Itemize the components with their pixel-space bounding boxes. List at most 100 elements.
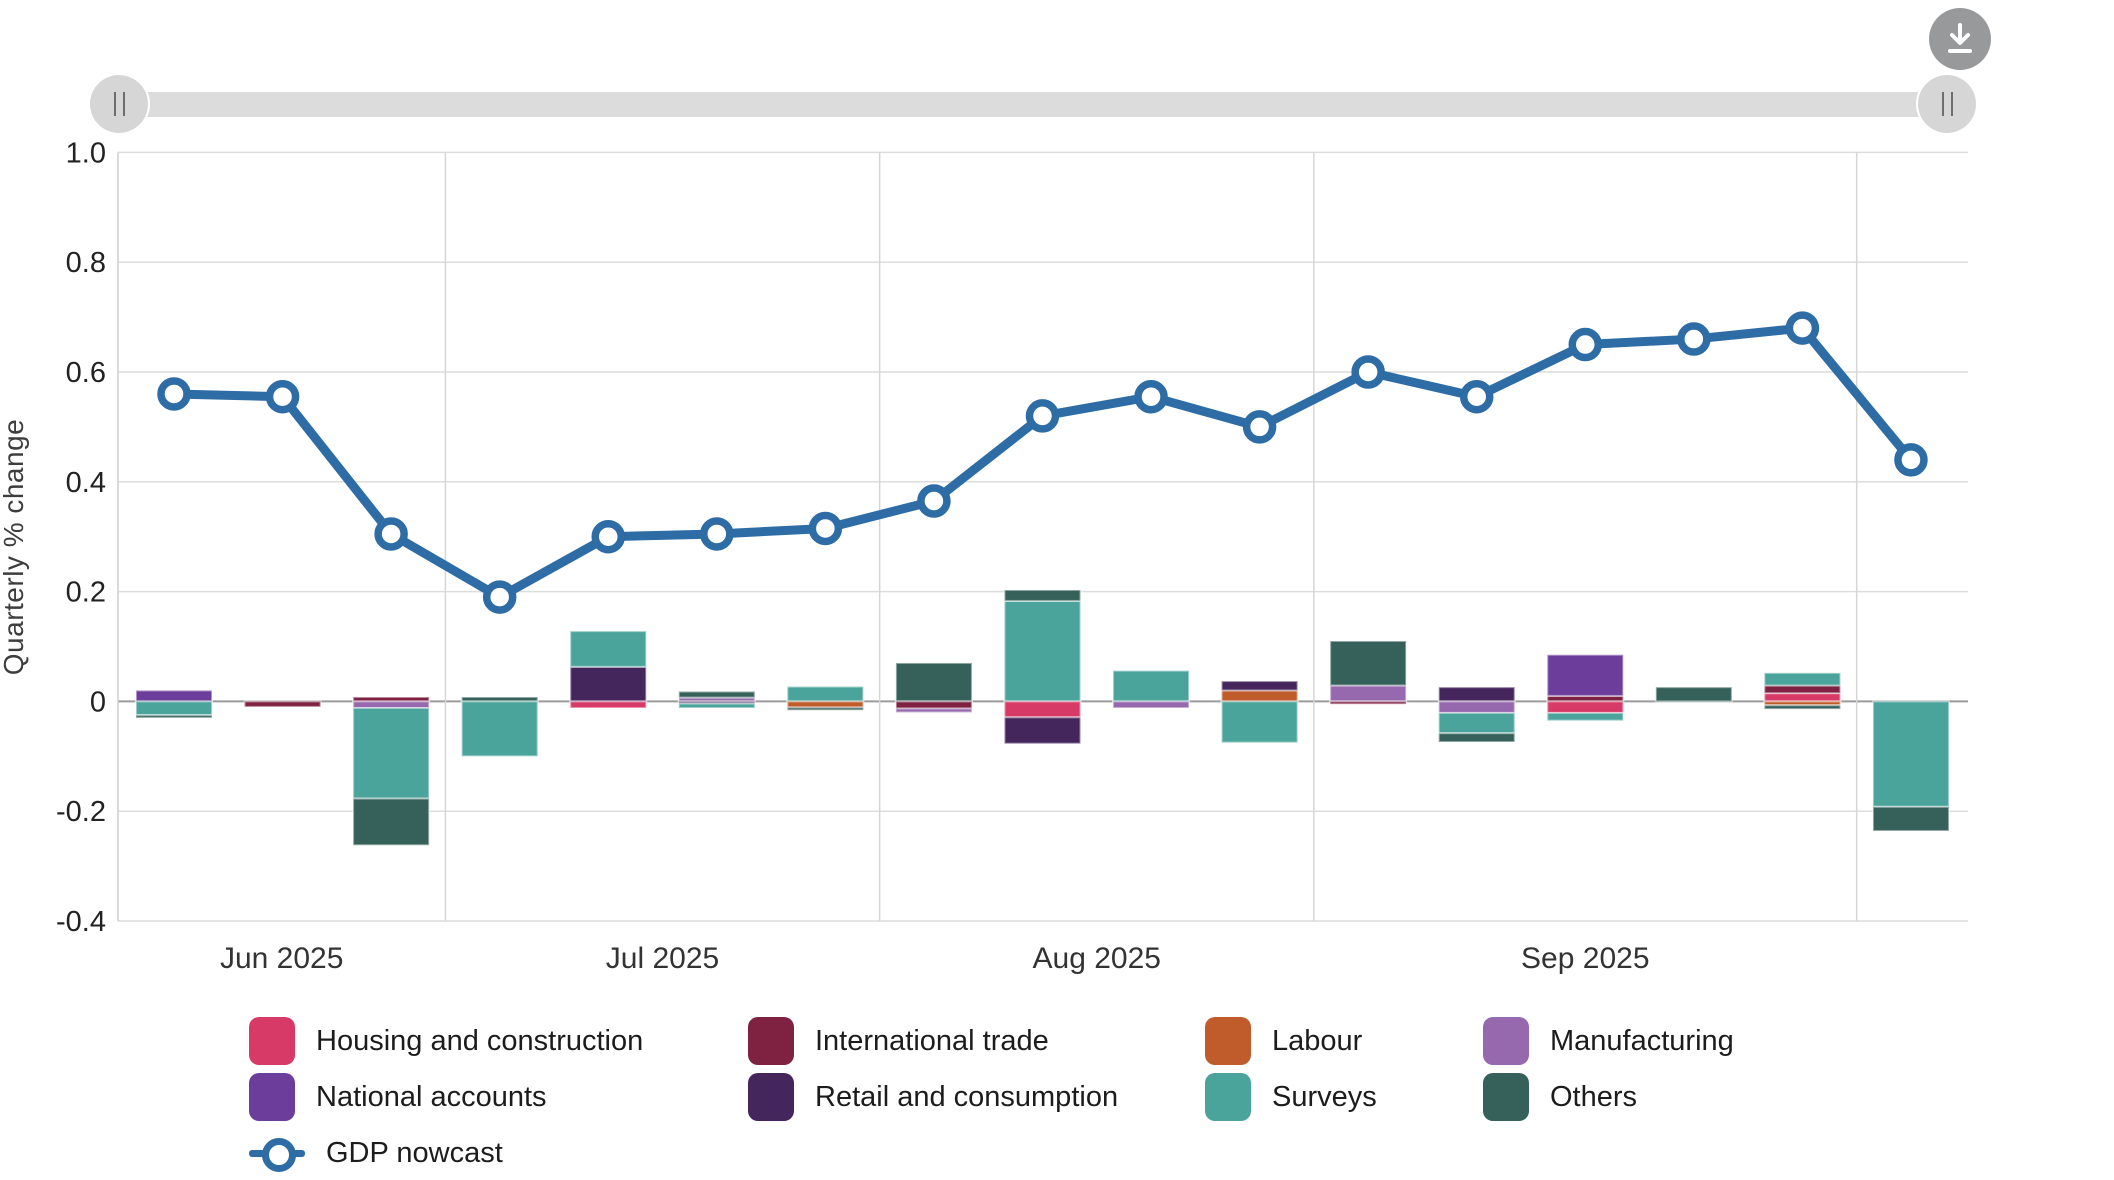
chart-plot-area: 1.0 0.8 0.6 0.4 0.2 0 -0.2 -0.4 Jun 2025 Jul 2025… bbox=[56, 137, 1968, 975]
x-month-label: Jul 2025 bbox=[606, 942, 719, 975]
gdp-nowcast-point[interactable] bbox=[808, 511, 843, 546]
gdp-nowcast-point[interactable] bbox=[1785, 311, 1820, 345]
bar-segment-retail[interactable] bbox=[569, 665, 648, 703]
legend-item-labour[interactable]: Labour bbox=[1205, 1017, 1362, 1065]
gdp-nowcast-point[interactable] bbox=[1459, 379, 1494, 414]
bar-segment-manufacturing[interactable] bbox=[1112, 700, 1191, 709]
bar-segment-housing[interactable] bbox=[569, 700, 648, 709]
bar-segment-surveys[interactable] bbox=[786, 685, 865, 703]
bar-segment-manufacturing[interactable] bbox=[1437, 700, 1516, 714]
gdp-nowcast-point[interactable] bbox=[1568, 327, 1603, 362]
legend-label: Retail and consumption bbox=[815, 1080, 1119, 1113]
gdp-nowcast-point[interactable] bbox=[1894, 443, 1928, 477]
legend-label: Housing and construction bbox=[316, 1024, 644, 1057]
bar-segment-surveys[interactable] bbox=[1763, 671, 1842, 687]
bar-segment-manufacturing[interactable] bbox=[1329, 684, 1408, 703]
bar-segment-others[interactable] bbox=[1871, 805, 1950, 832]
bar-segment-trade[interactable] bbox=[894, 700, 973, 710]
y-tick-label: 1.0 bbox=[66, 137, 106, 169]
line-marker-icon bbox=[249, 1129, 305, 1177]
bar-segment-surveys[interactable] bbox=[1003, 599, 1082, 703]
legend-swatch-surveys bbox=[1205, 1073, 1251, 1121]
gdp-nowcast-point[interactable] bbox=[1351, 355, 1385, 389]
legend-label: National accounts bbox=[316, 1080, 547, 1113]
legend-item-retail[interactable]: Retail and consumption bbox=[748, 1073, 1118, 1121]
bar-segment-trade[interactable] bbox=[1763, 684, 1842, 695]
bar-segment-housing[interactable] bbox=[1763, 692, 1842, 703]
legend-item-surveys[interactable]: Surveys bbox=[1205, 1073, 1377, 1121]
gdp-nowcast-point[interactable] bbox=[591, 519, 625, 554]
bar-segment-others[interactable] bbox=[135, 714, 213, 719]
download-button[interactable] bbox=[1929, 8, 1991, 70]
bar-segment-retail[interactable] bbox=[1437, 686, 1516, 703]
legend-swatch-labour bbox=[1205, 1017, 1251, 1065]
gdp-nowcast-point[interactable] bbox=[265, 379, 300, 414]
bar-segment-housing[interactable] bbox=[1003, 700, 1082, 719]
legend-item-national[interactable]: National accounts bbox=[249, 1073, 547, 1121]
bar-segment-surveys[interactable] bbox=[1220, 700, 1299, 744]
bar-segment-surveys[interactable] bbox=[1437, 711, 1516, 735]
bar-segment-surveys[interactable] bbox=[677, 702, 756, 709]
legend-label: GDP nowcast bbox=[326, 1136, 503, 1169]
legend-item-gdp-nowcast[interactable]: GDP nowcast bbox=[249, 1129, 503, 1177]
bar-segment-national[interactable] bbox=[135, 689, 213, 703]
bar-segment-retail[interactable] bbox=[1220, 680, 1299, 692]
bar-segment-others[interactable] bbox=[894, 661, 973, 703]
bar-segment-others[interactable] bbox=[677, 690, 756, 699]
legend-label: Surveys bbox=[1272, 1080, 1377, 1113]
bar-segment-labour[interactable] bbox=[1220, 689, 1299, 703]
bar-segment-retail[interactable] bbox=[1003, 716, 1082, 745]
gdp-nowcast-point[interactable] bbox=[1025, 399, 1060, 433]
bar-segment-surveys[interactable] bbox=[1546, 711, 1625, 722]
legend-swatch-retail bbox=[748, 1073, 794, 1121]
y-tick-label: -0.4 bbox=[56, 906, 106, 938]
legend-item-others[interactable]: Others bbox=[1483, 1073, 1637, 1121]
gdp-nowcast-point[interactable] bbox=[917, 484, 951, 518]
grip-lines-icon bbox=[1941, 92, 1944, 116]
bar-segment-others[interactable] bbox=[352, 797, 431, 847]
bar-segment-others[interactable] bbox=[1654, 686, 1733, 703]
legend-item-housing[interactable]: Housing and construction bbox=[249, 1017, 643, 1065]
bar-segment-surveys[interactable] bbox=[569, 630, 648, 668]
bar-segment-others[interactable] bbox=[1763, 704, 1842, 711]
bar-segment-surveys[interactable] bbox=[352, 706, 431, 800]
bar-segment-others[interactable] bbox=[786, 706, 865, 712]
gdp-nowcast-point[interactable] bbox=[482, 580, 517, 614]
bar-segment-surveys[interactable] bbox=[1871, 700, 1950, 808]
bar-segment-surveys[interactable] bbox=[135, 700, 213, 717]
bar-segment-surveys[interactable] bbox=[460, 700, 539, 758]
bar-segment-others[interactable] bbox=[1003, 588, 1082, 602]
legend-swatch-housing bbox=[249, 1017, 295, 1065]
legend-swatch-manufacturing bbox=[1483, 1017, 1529, 1065]
legend-item-trade[interactable]: International trade bbox=[748, 1017, 1049, 1065]
grip-lines-icon bbox=[122, 92, 125, 116]
gdp-nowcast-point[interactable] bbox=[700, 517, 734, 551]
gdp-nowcast-point[interactable] bbox=[157, 377, 191, 411]
legend-label: Others bbox=[1550, 1080, 1638, 1113]
gdp-nowcast-point[interactable] bbox=[374, 517, 408, 551]
bar-segment-others[interactable] bbox=[1329, 640, 1408, 687]
legend-swatch-others bbox=[1483, 1073, 1529, 1121]
bar-segment-manufacturing[interactable] bbox=[894, 707, 973, 714]
bar-segment-surveys[interactable] bbox=[1112, 669, 1191, 703]
slider-handle-right[interactable] bbox=[1918, 75, 1976, 133]
bar-segment-trade[interactable] bbox=[1329, 700, 1408, 706]
y-tick-label: 0.4 bbox=[66, 467, 106, 499]
legend-item-manufacturing[interactable]: Manufacturing bbox=[1483, 1017, 1734, 1065]
slider-handle-left[interactable] bbox=[90, 75, 148, 133]
x-month-label: Jun 2025 bbox=[220, 942, 343, 975]
legend-label: Labour bbox=[1272, 1024, 1363, 1057]
bar-segment-others[interactable] bbox=[1437, 732, 1516, 744]
gdp-nowcast-point[interactable] bbox=[1677, 322, 1711, 356]
slider-track[interactable] bbox=[105, 92, 1970, 117]
bar-segment-housing[interactable] bbox=[1546, 700, 1625, 714]
y-tick-label: 0.6 bbox=[66, 357, 106, 389]
gdp-nowcast-point[interactable] bbox=[1134, 379, 1168, 414]
y-tick-label: 0.2 bbox=[66, 577, 106, 609]
grip-lines-icon bbox=[1950, 92, 1953, 116]
gdp-nowcast-point[interactable] bbox=[1242, 410, 1277, 444]
bar-segment-national[interactable] bbox=[1546, 653, 1625, 697]
bar-segment-trade[interactable] bbox=[243, 700, 322, 708]
